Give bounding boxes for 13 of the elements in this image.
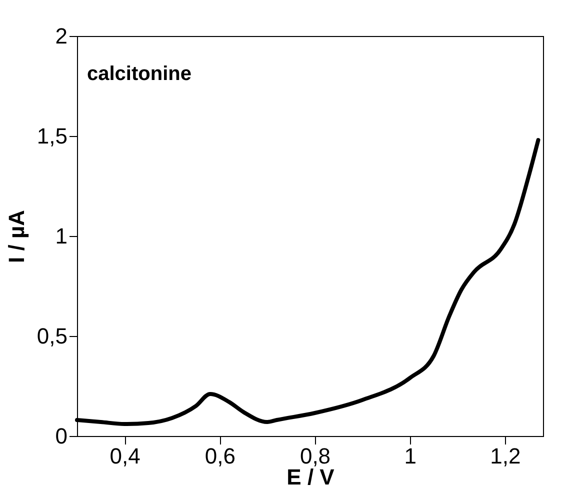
x-tick-label: 0,6 [204,444,236,468]
y-tick-label: 0 [55,424,68,448]
y-tick-label: 1,5 [36,124,68,148]
x-tick-label: 0,4 [110,444,140,468]
x-tick-label: 1,2 [490,444,521,468]
y-tick-label: 0,5 [36,324,68,348]
y-tick-label: 2 [55,24,68,48]
annotation: calcitonine [87,63,192,85]
y-tick-label: 1 [55,224,68,248]
x-tick-label: 0,8 [300,444,331,468]
x-tick-label: 1 [404,444,416,468]
y-axis-title: I / µA [4,210,29,264]
line-series [75,138,540,426]
